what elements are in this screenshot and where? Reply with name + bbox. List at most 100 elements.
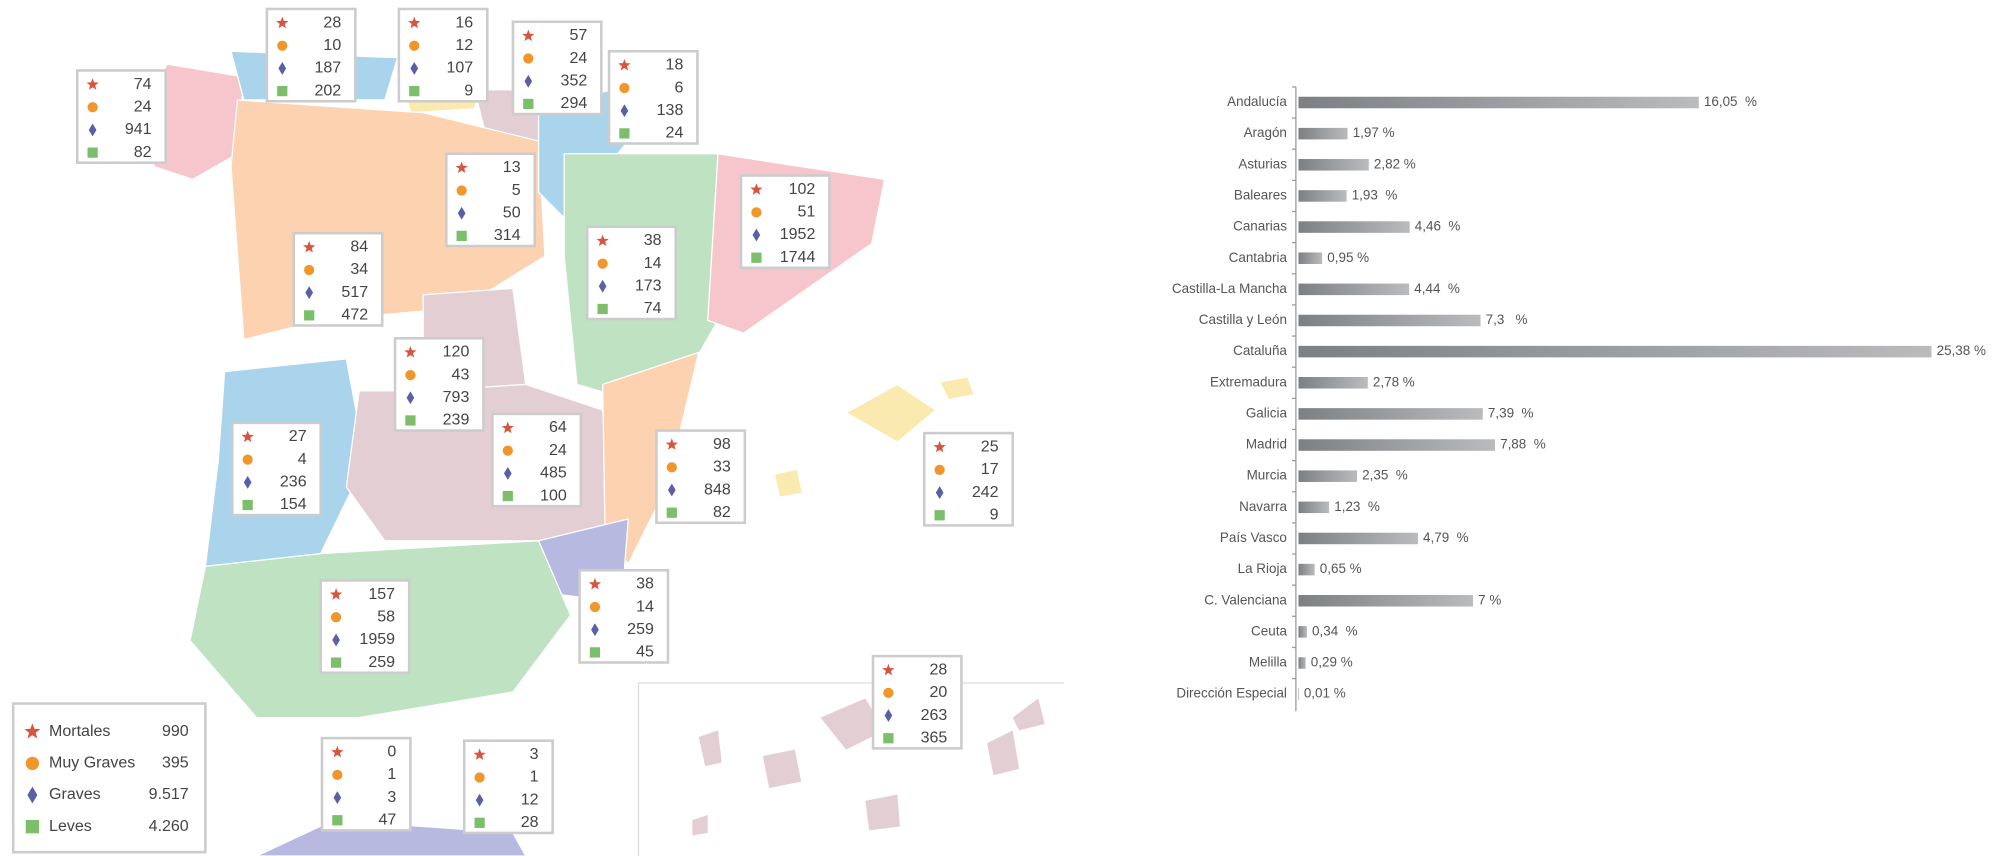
circle-icon [589,601,601,613]
stat-value: 98 [713,436,731,453]
stat-value: 82 [713,504,731,521]
circle-icon [87,102,98,113]
bar [1298,283,1410,296]
legend-label: Muy Graves [49,755,135,772]
bar [1298,563,1315,576]
region [844,383,937,443]
star-icon [241,430,254,443]
star-icon [24,723,41,739]
legend-value: 395 [162,755,189,772]
stat-value: 24 [569,50,587,67]
circle-icon [330,612,342,623]
star-icon [86,78,99,90]
stat-value: 38 [636,576,654,593]
square-icon [409,85,420,97]
stat-value: 1 [530,769,539,786]
bar [1298,408,1483,420]
value-label: 1,23 % [1334,499,1380,514]
stat-value: 173 [635,278,662,295]
square-icon [330,657,342,668]
value-label: 7,39 % [1488,405,1534,420]
stat-value: 9 [990,507,999,524]
value-label: 0,29 % [1311,655,1353,670]
category-label: Canarias [1233,219,1287,234]
legend-value: 990 [162,723,189,740]
region [820,698,885,750]
bar [1298,252,1323,264]
stat-value: 27 [289,428,307,445]
circle-icon [619,82,630,94]
stat-value: 157 [368,586,395,603]
star-icon [331,745,344,758]
bar [1298,221,1410,233]
stat-value: 3 [387,789,396,806]
region [773,468,804,498]
stat-value: 50 [503,204,521,221]
star-icon [455,161,468,173]
stat-value: 6 [674,79,683,96]
square-icon [304,310,315,321]
circle-icon [883,687,894,698]
stat-value: 28 [323,14,341,31]
region [692,814,708,836]
circle-icon [502,445,513,456]
diamond-icon [620,104,629,118]
category-label: Cantabria [1229,250,1288,265]
region [601,351,700,565]
category-label: Asturias [1238,156,1287,171]
stat-value: 202 [315,82,342,99]
stat-value: 1744 [780,249,816,266]
bar [1298,127,1348,140]
bar [1298,470,1358,482]
bar [1298,96,1699,109]
stat-value: 28 [930,661,948,678]
stat-value: 18 [666,57,684,74]
region [698,730,722,767]
stat-value: 120 [443,344,470,361]
stat-value: 12 [455,37,473,54]
region [865,794,900,831]
star-icon [882,663,895,676]
square-icon [474,817,485,828]
category-label: Ceuta [1251,623,1287,638]
stat-value: 25 [981,438,999,455]
stat-value: 14 [636,598,654,615]
stat-value: 0 [387,743,396,760]
bar [1298,159,1369,171]
square-icon [456,230,467,242]
category-label: Melilla [1249,655,1288,670]
stat-value: 3 [530,746,539,763]
bar [1298,657,1306,669]
star-icon [329,588,343,600]
stat-value: 485 [540,465,567,482]
stat-value: 43 [452,366,470,383]
stat-value: 16 [455,14,473,31]
square-icon [751,252,762,263]
circle-icon [474,772,485,783]
category-label: Madrid [1246,437,1287,452]
stat-value: 17 [981,461,999,478]
category-label: Castilla-La Mancha [1172,281,1288,296]
legend-label: Graves [49,786,101,803]
value-label: 0,65 % [1320,561,1362,576]
star-icon [750,183,763,195]
star-icon [404,345,417,358]
square-icon [87,147,98,158]
stat-value: 154 [280,496,307,513]
circle-icon [597,258,608,269]
value-label: 7,88 % [1500,437,1546,452]
stat-value: 34 [350,261,368,278]
bar [1298,314,1481,327]
square-icon [277,85,288,97]
bar [1298,439,1495,451]
circle-icon [277,40,288,51]
star-icon [588,577,602,590]
star-icon [303,240,316,253]
stat-value: 517 [341,284,368,301]
value-label: 2,82 % [1374,156,1416,171]
stat-value: 100 [540,487,567,504]
value-label: 16,05 % [1704,94,1757,109]
star-icon [276,16,289,29]
diamond-icon [27,786,38,804]
